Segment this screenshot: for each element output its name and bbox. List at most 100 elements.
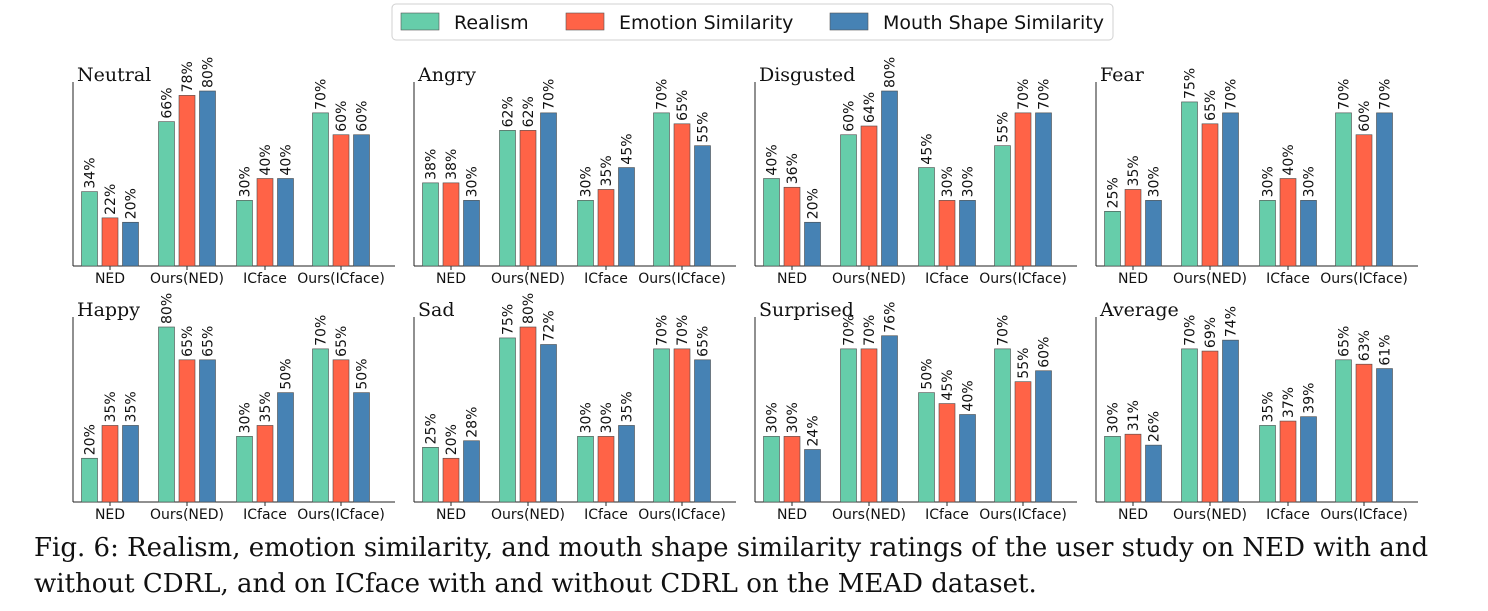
data-label: 64%	[862, 92, 878, 123]
data-label: 70%	[1016, 79, 1032, 110]
data-label: 76%	[883, 302, 899, 333]
x-tick-label: ICface	[925, 507, 969, 523]
bar	[860, 348, 878, 503]
data-label: 75%	[1183, 68, 1199, 99]
data-label: 66%	[160, 88, 176, 119]
data-label: 62%	[521, 96, 537, 127]
data-label: 70%	[1183, 315, 1199, 346]
panel-happy: Happy NED Ours(NED) ICface Ours(ICface) 20% 80…	[72, 293, 395, 523]
data-label: 78%	[180, 61, 196, 92]
data-label: 24%	[806, 415, 822, 446]
data-label: 80%	[160, 293, 176, 324]
data-label: 28%	[465, 407, 481, 438]
bar	[840, 348, 857, 503]
panel-title: Neutral	[77, 64, 151, 86]
bar	[199, 359, 216, 503]
x-tick-label: Ours(NED)	[150, 271, 224, 287]
x-tick-label: ICface	[925, 271, 969, 287]
x-tick-label: Ours(ICface)	[1320, 271, 1408, 287]
bar	[938, 200, 956, 267]
data-label: 40%	[961, 380, 977, 411]
data-label: 60%	[1037, 337, 1053, 368]
data-label: 37%	[1281, 387, 1297, 418]
data-label: 70%	[655, 79, 671, 110]
bar	[994, 145, 1011, 267]
figure-caption: Fig. 6: Realism, emotion similarity, and…	[34, 530, 1474, 602]
bar	[463, 200, 480, 267]
bar	[1104, 211, 1121, 267]
x-tick-label: NED	[777, 507, 807, 523]
bar	[783, 436, 801, 503]
data-label: 70%	[314, 315, 330, 346]
data-label: 30%	[785, 402, 801, 433]
bar	[1335, 112, 1352, 267]
bar	[236, 436, 253, 503]
panel-title: Surprised	[759, 299, 854, 321]
panel-title: Average	[1099, 299, 1179, 321]
bar	[236, 200, 253, 267]
data-label: 30%	[465, 166, 481, 197]
x-tick-label: Ours(NED)	[150, 507, 224, 523]
bar	[918, 167, 935, 267]
x-tick-label: NED	[436, 507, 466, 523]
data-label: 80%	[521, 293, 537, 324]
data-label: 30%	[1261, 166, 1277, 197]
bar	[959, 414, 976, 503]
bar	[122, 425, 139, 503]
bar	[1259, 200, 1276, 267]
data-label: 70%	[675, 315, 691, 346]
bar	[277, 392, 294, 503]
x-tick-label: NED	[777, 271, 807, 287]
data-label: 20%	[124, 188, 140, 219]
x-tick-label: NED	[95, 271, 125, 287]
bar	[499, 130, 516, 267]
data-label: 70%	[314, 79, 330, 110]
data-label: 65%	[675, 90, 691, 121]
data-label: 35%	[124, 391, 140, 422]
data-label: 62%	[501, 96, 517, 127]
bar	[1201, 123, 1219, 267]
bar	[1300, 416, 1317, 503]
bar	[1335, 359, 1352, 503]
x-tick-label: ICface	[243, 507, 287, 523]
figure-chart-grid: Realism Emotion Similarity Mouth Shape Sim…	[72, 3, 1418, 523]
data-label: 60%	[1357, 101, 1373, 132]
bar	[158, 326, 175, 503]
x-tick-label: Ours(ICface)	[1320, 507, 1408, 523]
data-label: 30%	[599, 402, 615, 433]
bar	[519, 130, 537, 267]
bar	[1014, 112, 1032, 267]
bar	[1035, 370, 1052, 503]
x-tick-label: ICface	[1266, 507, 1310, 523]
x-tick-label: Ours(ICface)	[638, 507, 726, 523]
bar	[199, 90, 216, 267]
data-label: 30%	[579, 166, 595, 197]
data-label: 69%	[1203, 317, 1219, 348]
bar	[332, 359, 350, 503]
bar	[840, 134, 857, 267]
bar	[618, 425, 635, 503]
data-label: 65%	[696, 326, 712, 357]
panel-neutral: Neutral NED Ours(NED) ICface Ours(ICface) 34%…	[72, 57, 395, 287]
bar	[1355, 363, 1373, 503]
data-label: 60%	[355, 101, 371, 132]
caption-label: Fig. 6:	[34, 533, 119, 563]
caption-text: Realism, emotion similarity, and mouth s…	[34, 533, 1429, 599]
bar	[81, 457, 98, 503]
panel-disgusted: Disgusted NED Ours(NED) ICface Ours(ICface) 4…	[754, 57, 1077, 287]
data-label: 30%	[1302, 166, 1318, 197]
bar	[178, 359, 196, 503]
bar	[881, 335, 898, 503]
legend-label-mouth-shape-similarity: Mouth Shape Similarity	[883, 12, 1104, 34]
data-label: 65%	[1337, 326, 1353, 357]
bar	[1279, 420, 1297, 503]
bar	[1104, 436, 1121, 503]
data-label: 55%	[1016, 348, 1032, 379]
data-label: 80%	[883, 57, 899, 88]
data-label: 22%	[103, 184, 119, 215]
x-tick-label: Ours(ICface)	[979, 507, 1067, 523]
data-label: 30%	[579, 402, 595, 433]
panel-title: Sad	[418, 299, 455, 321]
data-label: 40%	[765, 144, 781, 175]
bar	[422, 447, 439, 503]
